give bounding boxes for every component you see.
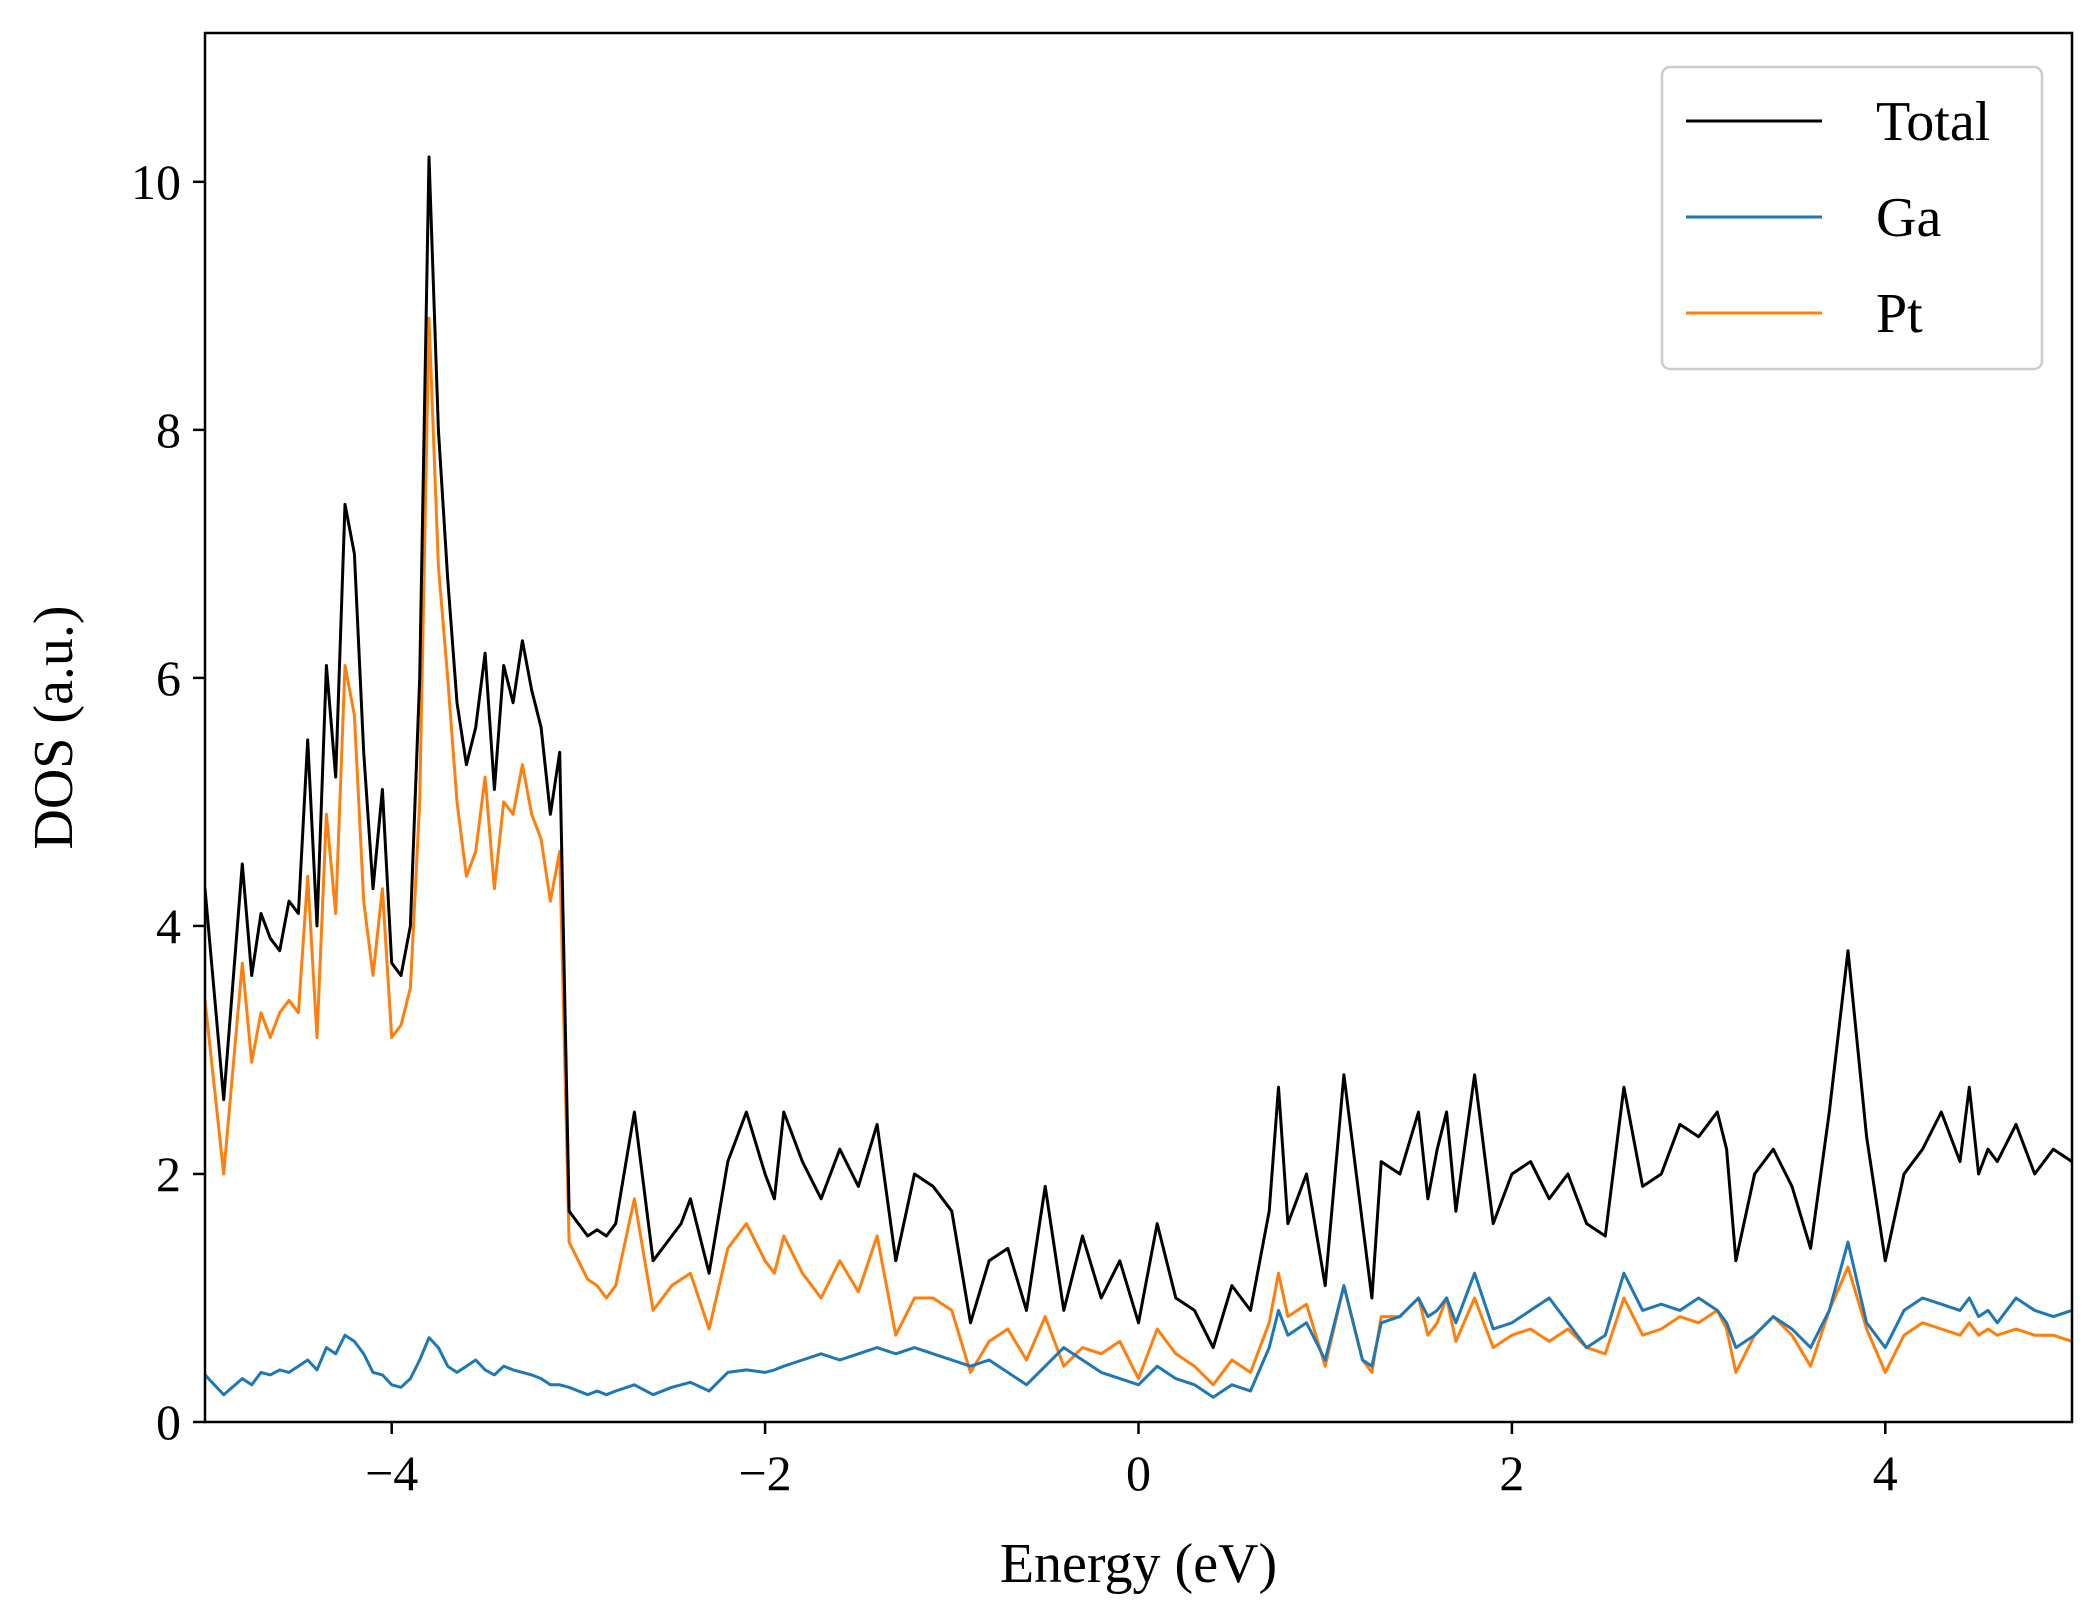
y-axis-label: DOS (a.u.) (23, 605, 85, 849)
x-axis-label: Energy (eV) (1000, 1533, 1277, 1595)
x-tick-label: −4 (365, 1445, 418, 1501)
x-tick-label: 2 (1499, 1445, 1524, 1501)
legend-label-pt: Pt (1876, 283, 1923, 345)
y-tick-label: 10 (131, 154, 181, 210)
series-layer (205, 155, 2072, 1399)
x-tick-label: 4 (1873, 1445, 1898, 1501)
series-line-total (205, 155, 2072, 1350)
y-axis-ticks: 0 2 4 6 8 10 (131, 154, 205, 1450)
y-tick-label: 6 (156, 650, 181, 706)
series-line-ga (205, 1240, 2072, 1399)
x-axis-ticks: −4 −2 0 2 4 (365, 1422, 1898, 1501)
y-tick-label: 8 (156, 402, 181, 458)
legend-label-ga: Ga (1876, 187, 1941, 249)
x-tick-label: −2 (738, 1445, 791, 1501)
x-tick-label: 0 (1126, 1445, 1151, 1501)
legend-label-total: Total (1876, 91, 1990, 153)
y-tick-label: 4 (156, 898, 181, 954)
legend-box (1660, 65, 2044, 371)
legend: Total Ga Pt (1660, 65, 2044, 371)
series-line-pt (205, 316, 2072, 1387)
y-tick-label: 0 (156, 1394, 181, 1450)
y-tick-label: 2 (156, 1146, 181, 1202)
